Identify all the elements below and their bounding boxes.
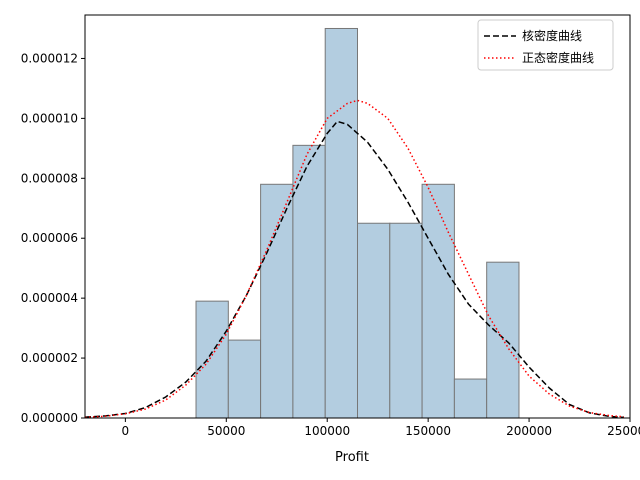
x-tick-label: 150000 — [405, 424, 451, 438]
histogram-bar — [324, 27, 358, 419]
y-tick-label: 0.000000 — [21, 411, 78, 425]
legend-box — [477, 19, 614, 71]
x-axis: 0 50000 100000 150000 200000 250000 — [122, 418, 640, 438]
histogram-bars — [195, 27, 520, 419]
x-axis-title: Profit — [335, 450, 369, 465]
legend: 核密度曲线 正态密度曲线 — [477, 19, 614, 71]
x-tick-label: 200000 — [506, 424, 552, 438]
y-tick-label: 0.000008 — [21, 171, 78, 185]
histogram-bar — [453, 378, 488, 419]
histogram-bar — [357, 222, 391, 419]
x-tick-label: 100000 — [304, 424, 350, 438]
density-curves — [84, 99, 624, 419]
x-tick-label: 50000 — [207, 424, 245, 438]
x-tick-label: 250000 — [607, 424, 640, 438]
y-tick-label: 0.000004 — [21, 291, 78, 305]
histogram-bar — [421, 183, 455, 419]
kde-curve — [84, 120, 624, 419]
y-tick-label: 0.000010 — [21, 111, 78, 125]
normal-density-curve — [84, 99, 624, 419]
y-axis: 0.000000 0.000002 0.000004 0.000006 0.000008… — [21, 51, 85, 425]
y-tick-label: 0.000002 — [21, 351, 78, 365]
histogram-bar — [195, 300, 229, 419]
histogram-bar — [260, 183, 294, 419]
legend-kde-label: 核密度曲线 — [522, 28, 582, 43]
x-tick-label: 0 — [122, 424, 130, 438]
y-tick-label: 0.000006 — [21, 231, 78, 245]
histogram-bar — [486, 261, 520, 419]
histogram-bar — [389, 222, 423, 419]
plot-frame — [84, 14, 631, 419]
plot-area — [84, 14, 631, 419]
legend-normal-label: 正态密度曲线 — [522, 50, 594, 65]
histogram-bar — [227, 339, 262, 419]
y-tick-label: 0.000012 — [21, 51, 78, 65]
